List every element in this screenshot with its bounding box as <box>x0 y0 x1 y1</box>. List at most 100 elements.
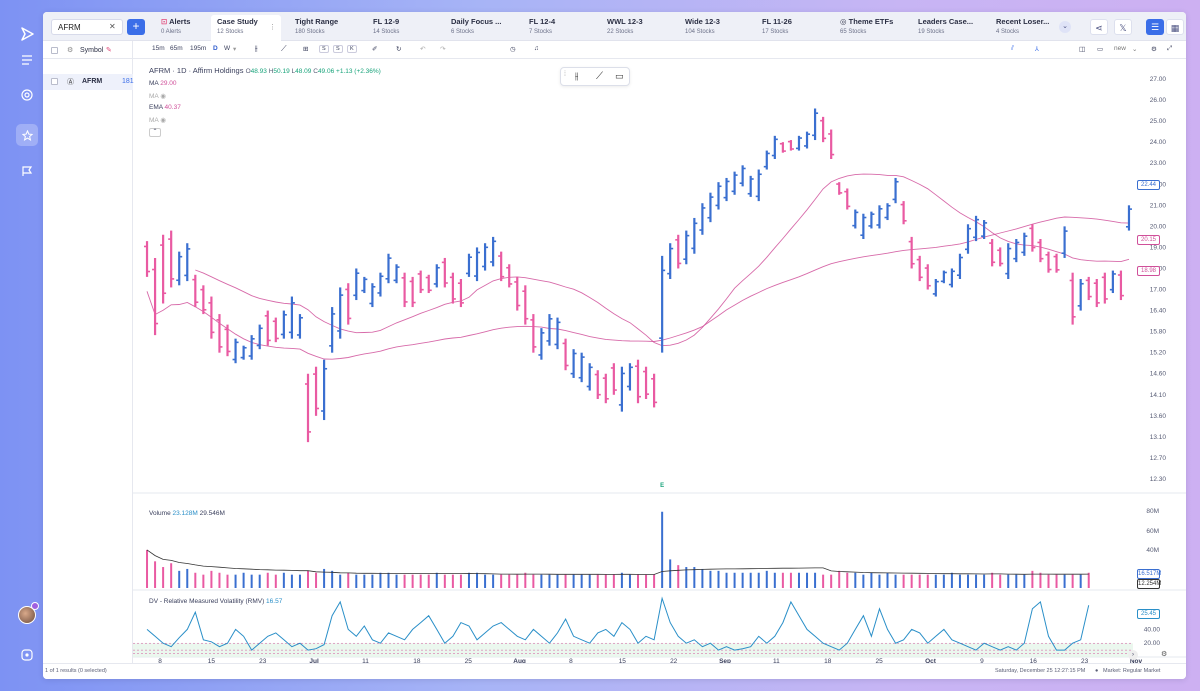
symbol-logo-icon: Ⓐ <box>67 79 74 86</box>
user-avatar[interactable] <box>18 606 36 624</box>
visibility-eye-icon[interactable]: ◉ <box>160 117 166 124</box>
timeframe-15m[interactable]: 15m <box>152 45 165 52</box>
rmv-value-tag: 25.45 <box>1137 609 1160 619</box>
layout-grid-icon[interactable]: ⊞ <box>303 46 309 53</box>
bar-tool-icon[interactable]: ⫲ <box>575 71 579 82</box>
chart-area[interactable]: 27.0026.0025.0024.0023.0022.0021.0020.00… <box>133 59 1186 665</box>
row-checkbox[interactable] <box>51 78 58 85</box>
chart-type-s2[interactable]: S <box>333 45 343 53</box>
x-social-icon[interactable]: 𝕏 <box>1114 19 1132 35</box>
timeframe-65m[interactable]: 65m <box>170 45 183 52</box>
price-axis-label: 21.00 <box>1150 202 1167 209</box>
drawing-toolbar: ⁞ ⫲ ⟋ ▭ <box>560 67 630 86</box>
edit-icon[interactable]: ✎ <box>106 47 112 54</box>
snapshot-icon[interactable]: ◷ <box>510 46 516 53</box>
clear-search-icon[interactable]: ✕ <box>109 22 116 31</box>
results-count: 1 of 1 results (0 selected) <box>45 668 107 674</box>
timeframe-195m[interactable]: 195m <box>190 45 207 52</box>
x-axis-label: 11 <box>773 658 780 663</box>
x-axis-label: Aug <box>513 658 526 663</box>
menu-icon[interactable] <box>16 49 38 71</box>
tab-recent-losers[interactable]: Recent Loser... 4 Stocks <box>996 17 1050 35</box>
symbol-column-header[interactable]: Symbol <box>80 47 104 54</box>
folder-icon[interactable]: ▭ <box>1097 46 1104 53</box>
x-axis-label: Jul <box>309 658 319 663</box>
alert-bell-icon[interactable]: ♫ <box>534 45 539 52</box>
more-tabs-chevron-icon[interactable]: ⌄ <box>1059 21 1071 33</box>
list-view-icon[interactable]: ☰ <box>1146 19 1164 35</box>
tab-options-icon[interactable]: ⋮ <box>269 24 276 31</box>
timeframe-dropdown-icon[interactable]: ▾ <box>233 46 237 53</box>
add-watchlist-button[interactable]: + <box>127 19 145 35</box>
undo-icon[interactable]: ↶ <box>420 46 426 53</box>
tab-fl-11-26[interactable]: FL 11-26 17 Stocks <box>762 17 792 35</box>
redo-icon[interactable]: ↷ <box>440 46 446 53</box>
flag-icon[interactable] <box>16 160 38 182</box>
chart-type-k[interactable]: K <box>347 45 357 53</box>
last-price-tag: 22.44 <box>1137 180 1160 190</box>
visibility-eye-icon[interactable]: ◉ <box>160 93 166 100</box>
fullscreen-icon[interactable]: ⤢ <box>1167 45 1173 52</box>
volume-legend: Volume 23.128M 29.546M <box>149 510 225 517</box>
rmv-line <box>146 596 1090 651</box>
volume-axis-label: 80M <box>1146 508 1159 515</box>
collapse-legend-icon[interactable]: ⌃ <box>149 128 161 137</box>
drag-handle-icon[interactable]: ⁞ <box>564 71 566 78</box>
eraser-icon[interactable]: ✐ <box>372 46 378 53</box>
tab-fl-12-4[interactable]: FL 12-4 7 Stocks <box>529 17 556 35</box>
tab-alerts[interactable]: ⊡ Alerts 0 Alerts <box>161 17 191 35</box>
trendline-tool-icon[interactable]: ⟋ <box>596 71 603 82</box>
share-icon[interactable]: ⋖ <box>1090 19 1108 35</box>
scroll-right-icon[interactable]: › <box>1128 650 1138 660</box>
tab-wwl-12-3[interactable]: WWL 12-3 22 Stocks <box>607 17 643 35</box>
layout-icon[interactable]: ◫ <box>1079 46 1086 53</box>
price-axis-label: 12.70 <box>1150 455 1167 462</box>
tab-fl-12-9[interactable]: FL 12-9 14 Stocks <box>373 17 400 35</box>
select-all-checkbox[interactable] <box>51 47 58 54</box>
tab-tight-range[interactable]: Tight Range 180 Stocks <box>295 17 339 35</box>
hierarchy-icon[interactable]: ⅄ <box>1035 46 1039 53</box>
symbol-title: AFRM · 1D · Affirm Holdings <box>149 66 244 75</box>
indicator-icon[interactable]: ⟋ <box>281 44 287 53</box>
x-axis-label: Nov <box>1130 658 1143 663</box>
chart-settings-small-icon[interactable]: ⚙ <box>1161 651 1168 658</box>
comment-tool-icon[interactable]: ▭ <box>615 71 624 81</box>
refresh-icon[interactable]: ↻ <box>396 46 402 53</box>
compare-icon[interactable]: ⫽ <box>1011 45 1014 52</box>
chart-settings-icon[interactable]: ⚙ <box>1151 46 1157 53</box>
tab-leaders-case[interactable]: Leaders Case... 19 Stocks <box>918 17 974 35</box>
x-axis-label: Oct <box>925 658 937 663</box>
price-axis-label: 15.80 <box>1150 329 1167 336</box>
star-icon[interactable] <box>16 124 38 146</box>
theme-icon: ◎ <box>840 17 847 26</box>
tab-wide-12-3[interactable]: Wide 12-3 104 Stocks <box>685 17 720 35</box>
logo-play-icon[interactable] <box>16 23 38 45</box>
timeframe-daily[interactable]: D <box>213 45 218 52</box>
layout-name-select[interactable]: new <box>1114 45 1126 52</box>
tab-case-study[interactable]: Case Study 12 Stocks ⋮ <box>211 15 281 41</box>
grid-view-icon[interactable]: ▦ <box>1166 19 1184 35</box>
price-chart[interactable]: 27.0026.0025.0024.0023.0022.0021.0020.00… <box>133 59 1186 665</box>
bar-type-icon[interactable]: ⫲ <box>255 44 258 53</box>
target-icon[interactable] <box>16 84 38 106</box>
x-axis-label: 22 <box>670 658 678 663</box>
symbol-search-input[interactable]: AFRM <box>51 19 123 35</box>
watchlist-row[interactable]: Ⓐ AFRM 181 <box>43 74 134 90</box>
tab-theme-etfs[interactable]: ◎ Theme ETFs 65 Stocks <box>840 17 894 35</box>
ema-line <box>146 216 1130 360</box>
settings-gear-icon[interactable]: ⚙ <box>67 47 74 54</box>
tab-daily-focus[interactable]: Daily Focus ... 6 Stocks <box>451 17 502 35</box>
price-axis-label: 16.40 <box>1150 308 1167 315</box>
x-axis-label: 9 <box>980 658 984 663</box>
volume-average-line <box>146 549 1089 575</box>
chart-type-s1[interactable]: S <box>319 45 329 53</box>
layout-dropdown-icon[interactable]: ⌄ <box>1132 46 1138 53</box>
status-bar: 1 of 1 results (0 selected) Saturday, De… <box>43 663 1186 679</box>
timeframe-weekly[interactable]: W <box>224 45 231 52</box>
ma3-legend: MA ◉ <box>149 117 166 124</box>
settings-icon[interactable] <box>16 644 38 666</box>
price-axis-label: 13.10 <box>1150 434 1167 441</box>
x-axis-label: 18 <box>413 658 421 663</box>
price-axis-label: 12.30 <box>1150 476 1167 483</box>
x-axis-label: 15 <box>208 658 216 663</box>
